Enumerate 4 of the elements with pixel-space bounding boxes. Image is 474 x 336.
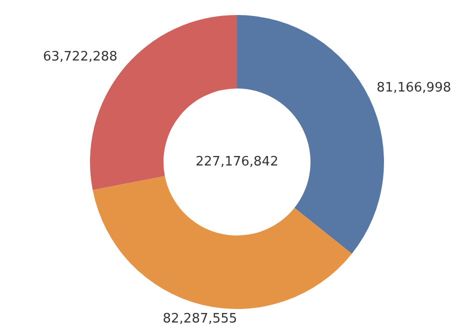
data-label: 82,287,555	[162, 311, 238, 326]
data-label: 81,166,998	[376, 80, 452, 96]
data-label: 63,722,288	[42, 49, 118, 64]
text: 227,176,842	[196, 154, 278, 170]
